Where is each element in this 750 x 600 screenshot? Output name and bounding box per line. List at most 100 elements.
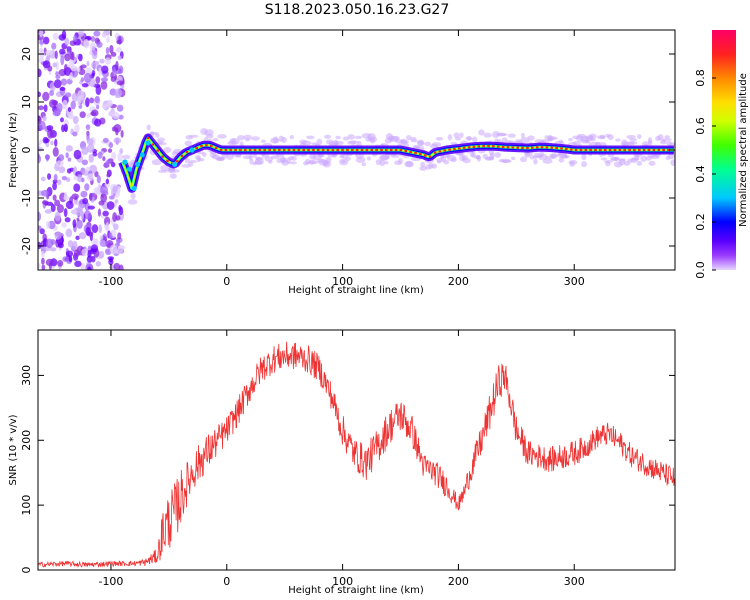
noise-blob	[64, 92, 72, 98]
noise-blob	[59, 48, 66, 55]
noise-blob	[65, 152, 69, 159]
noise-blob	[117, 55, 122, 61]
noise-blob	[82, 197, 89, 205]
spectrogram-ytick-label: 0	[20, 147, 33, 154]
noise-blob	[38, 142, 41, 148]
noise-blob	[69, 72, 73, 81]
noise-blob	[100, 77, 109, 82]
noise-blob	[108, 232, 113, 240]
halo-blob	[488, 155, 494, 160]
halo-blob	[568, 137, 573, 142]
noise-blob	[86, 255, 93, 263]
ridge-marker	[126, 166, 133, 172]
noise-blob	[38, 211, 42, 222]
halo-blob	[217, 134, 227, 139]
halo-blob	[450, 157, 457, 163]
noise-blob	[40, 176, 46, 182]
halo-blob	[383, 161, 389, 165]
noise-blob	[88, 192, 93, 201]
halo-blob	[558, 157, 565, 163]
halo-blob	[272, 136, 279, 144]
noise-blob	[46, 125, 54, 131]
halo-blob	[462, 157, 471, 164]
noise-blob	[106, 101, 113, 108]
snr-ytick-label: 300	[20, 365, 33, 386]
noise-blob	[80, 77, 85, 82]
ridge-marker	[189, 147, 195, 153]
ridge-marker	[131, 185, 137, 191]
noise-blob	[106, 201, 115, 210]
noise-blob	[97, 208, 102, 217]
noise-blob	[38, 225, 42, 231]
noise-blob	[85, 97, 90, 108]
noise-blob	[112, 112, 120, 119]
noise-blob	[69, 51, 74, 60]
noise-blob	[102, 210, 109, 217]
snr-frame	[37, 329, 676, 571]
noise-blob	[54, 138, 58, 147]
noise-blob	[61, 30, 67, 40]
halo-blob	[349, 140, 359, 144]
halo-blob	[636, 160, 643, 166]
halo-blob	[366, 156, 371, 161]
noise-blob	[63, 207, 68, 218]
halo-blob	[511, 156, 516, 161]
halo-blob	[289, 134, 295, 140]
noise-blob	[115, 127, 119, 136]
halo-blob	[454, 136, 461, 141]
noise-blob	[116, 80, 125, 86]
noise-blob	[65, 250, 74, 258]
halo-blob	[122, 154, 131, 160]
halo-blob	[637, 134, 642, 140]
noise-blob	[41, 257, 45, 265]
halo-blob	[476, 155, 482, 162]
noise-blob	[91, 224, 99, 234]
noise-blob	[40, 250, 45, 258]
noise-blob	[101, 32, 107, 39]
halo-blob	[507, 133, 516, 138]
halo-blob	[533, 158, 538, 165]
halo-blob	[342, 136, 350, 141]
halo-blob	[647, 139, 653, 147]
halo-blob	[204, 129, 214, 136]
noise-blob	[95, 261, 101, 267]
noise-blob	[39, 228, 45, 235]
halo-blob	[163, 146, 172, 154]
noise-blob	[97, 151, 103, 159]
noise-blob	[38, 68, 42, 78]
noise-blob	[44, 138, 50, 143]
noise-blob	[55, 71, 59, 77]
noise-blob	[89, 49, 93, 56]
noise-blob	[99, 239, 106, 247]
noise-blob	[70, 100, 76, 110]
halo-blob	[492, 131, 500, 138]
noise-blob	[42, 115, 47, 122]
noise-blob	[86, 113, 91, 119]
halo-blob	[615, 138, 621, 142]
noise-blob	[81, 83, 89, 88]
halo-blob	[281, 136, 287, 144]
halo-blob	[560, 154, 570, 159]
noise-blob	[56, 102, 63, 113]
spectrogram-xtick-label: 100	[332, 275, 353, 288]
noise-blob	[56, 160, 64, 168]
halo-blob	[498, 132, 508, 137]
noise-blob	[42, 91, 50, 102]
halo-blob	[538, 153, 548, 161]
spectrogram-xtick-label: 200	[448, 275, 469, 288]
noise-blob	[78, 53, 83, 62]
ridge-marker	[135, 161, 141, 167]
noise-blob	[80, 210, 85, 221]
noise-blob	[117, 152, 124, 162]
noise-blob	[109, 44, 114, 54]
noise-blob	[54, 231, 62, 240]
noise-blob	[109, 244, 118, 255]
noise-blob	[72, 131, 78, 137]
noise-blob	[83, 72, 92, 83]
noise-blob	[52, 62, 57, 68]
halo-blob	[547, 137, 554, 142]
noise-blob	[61, 222, 67, 228]
halo-blob	[431, 163, 438, 169]
halo-blob	[613, 156, 620, 161]
